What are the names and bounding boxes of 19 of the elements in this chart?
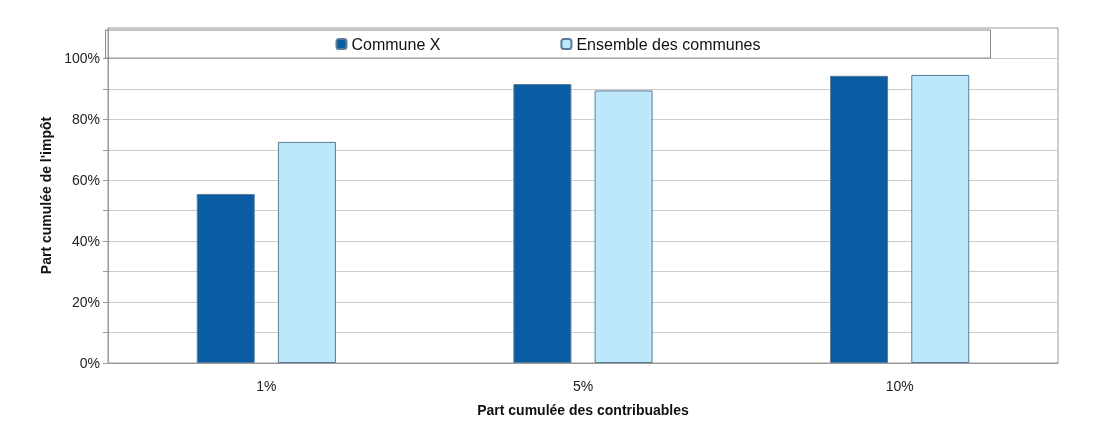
bar <box>277 141 336 363</box>
x-tick-label: 10% <box>885 378 914 394</box>
bar <box>513 84 572 363</box>
x-tick-label: 1% <box>256 378 277 394</box>
y-tick-label: 60% <box>71 172 100 189</box>
bar <box>196 193 255 363</box>
bar <box>911 74 970 363</box>
y-axis-title: Part cumulée de l'impôt <box>38 116 54 275</box>
bar <box>830 75 889 363</box>
x-tick-label: 5% <box>572 378 594 394</box>
bar <box>594 90 653 363</box>
y-tick-label: 80% <box>71 111 100 128</box>
y-tick-label: 40% <box>71 233 100 250</box>
legend-label: Commune X <box>351 35 441 53</box>
y-tick-label: 20% <box>71 294 100 311</box>
legend-label: Ensemble des communes <box>576 35 761 53</box>
y-tick-label: 0% <box>79 355 100 371</box>
x-axis-title: Part cumulée des contribuables <box>477 402 690 418</box>
y-tick-label: 100% <box>64 50 100 67</box>
